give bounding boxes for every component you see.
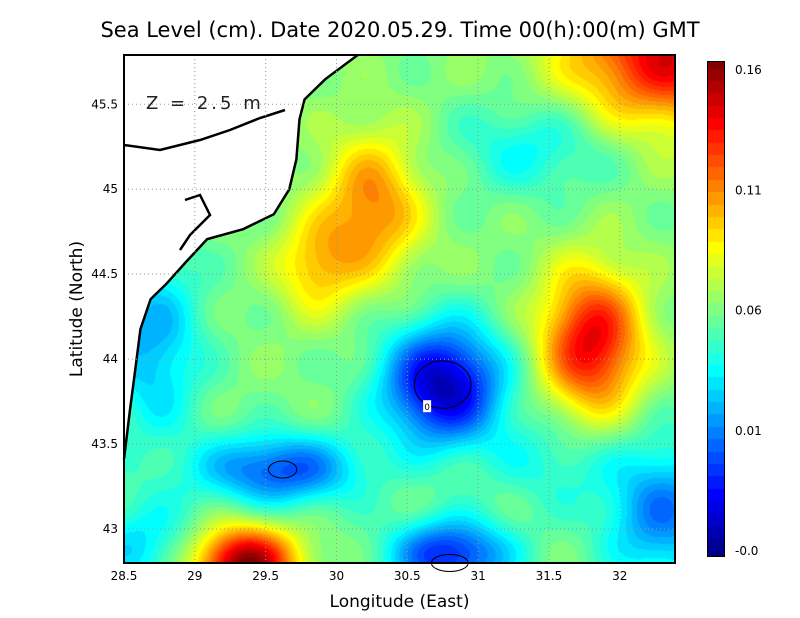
x-tick-label: 30	[329, 569, 344, 583]
chart-title: Sea Level (cm). Date 2020.05.29. Time 00…	[100, 18, 700, 42]
colorbar	[707, 61, 725, 557]
y-tick-label: 45	[103, 182, 118, 196]
coastline	[122, 53, 359, 460]
land-mask	[124, 55, 358, 460]
x-tick-label: 32	[612, 569, 627, 583]
coastline-inlet	[123, 108, 286, 152]
x-tick-label: 29.5	[252, 569, 279, 583]
colorbar-tick-label: 0.06	[735, 304, 762, 318]
x-axis-label: Longitude (East)	[330, 592, 470, 612]
y-tick-label: 44.5	[91, 267, 118, 281]
colorbar-tick-label: 0.01	[735, 424, 762, 438]
plot-frame	[123, 54, 676, 564]
x-tick-label: 29	[187, 569, 202, 583]
y-tick-label: 43	[103, 522, 118, 536]
contour-line	[267, 460, 298, 479]
depth-annotation: Z = 2.5 m	[146, 93, 264, 114]
colorbar-tick-label: 0.16	[735, 63, 762, 77]
x-tick-label: 30.5	[394, 569, 421, 583]
y-tick-label: 44	[103, 352, 118, 366]
x-tick-label: 31	[470, 569, 485, 583]
x-tick-label: 28.5	[111, 569, 138, 583]
lagoon-shore	[178, 193, 212, 251]
contour-label-bg	[423, 400, 432, 413]
colorbar-tick-label: -0.0	[735, 544, 758, 558]
colorbar-tick-label: 0.11	[735, 183, 762, 197]
x-tick-label: 31.5	[536, 569, 563, 583]
contour-line	[413, 360, 472, 409]
contour-label: 0	[424, 403, 430, 413]
y-tick-label: 45.5	[91, 97, 118, 111]
y-axis-label: Latitude (North)	[67, 241, 87, 377]
y-tick-label: 43.5	[91, 437, 118, 451]
